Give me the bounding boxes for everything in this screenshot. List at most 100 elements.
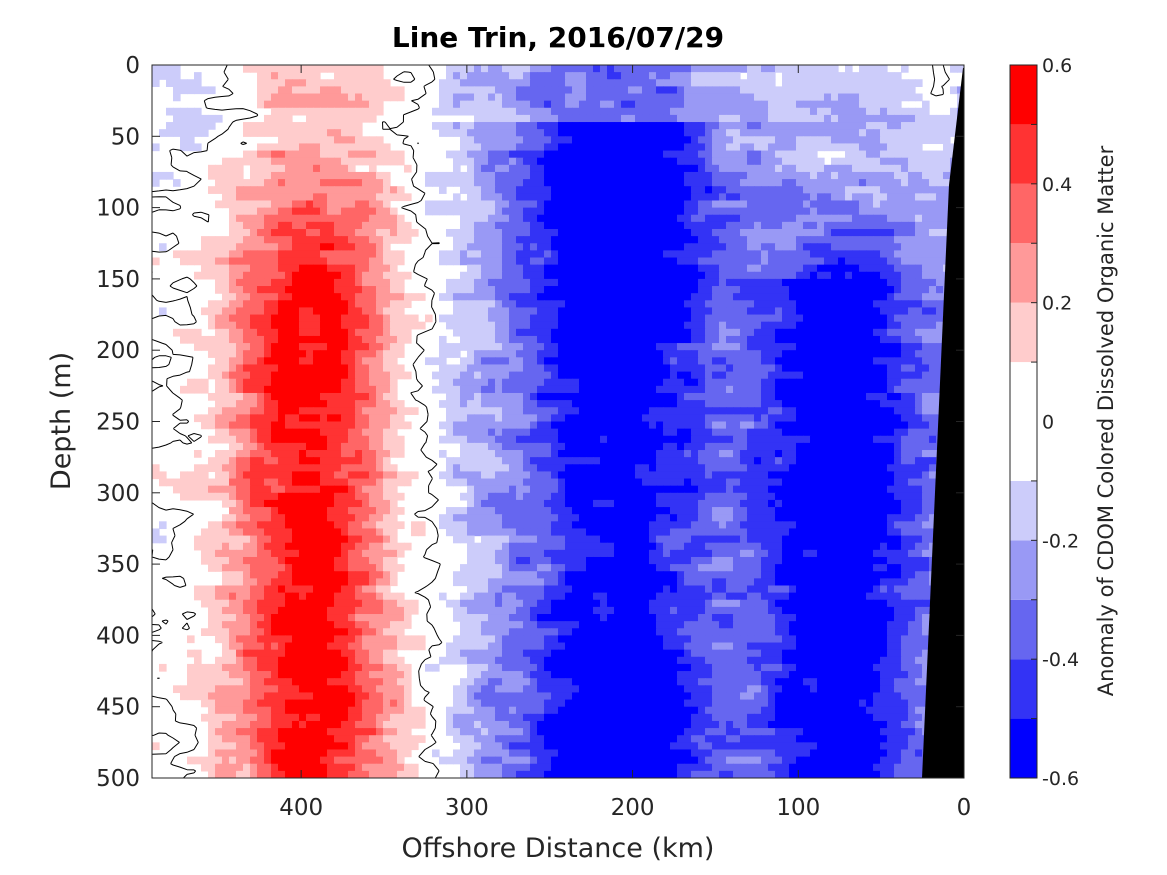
field-cell xyxy=(278,328,286,337)
field-cell xyxy=(285,129,293,137)
field-cell xyxy=(838,385,846,394)
field-cell xyxy=(733,264,741,273)
field-cell xyxy=(670,293,678,301)
field-cell xyxy=(747,385,755,394)
field-cell xyxy=(264,157,272,166)
field-cell xyxy=(341,364,349,373)
field-cell xyxy=(530,79,538,87)
field-cell xyxy=(831,114,839,123)
field-cell xyxy=(915,200,923,209)
field-cell xyxy=(614,228,622,237)
field-cell xyxy=(369,243,377,251)
field-cell xyxy=(264,72,272,80)
field-cell xyxy=(775,86,783,95)
field-cell xyxy=(740,293,748,301)
field-cell xyxy=(579,286,587,294)
field-cell xyxy=(901,250,909,259)
field-cell xyxy=(327,357,335,366)
field-cell xyxy=(607,407,615,415)
field-cell xyxy=(320,307,328,316)
field-cell xyxy=(845,143,853,152)
field-cell xyxy=(278,171,286,180)
field-cell xyxy=(691,107,699,116)
field-cell xyxy=(915,264,923,273)
field-cell xyxy=(880,314,888,323)
field-cell xyxy=(852,414,860,423)
field-cell xyxy=(453,150,461,159)
field-cell xyxy=(271,278,279,287)
field-cell xyxy=(299,257,307,266)
field-cell xyxy=(705,100,713,109)
field-cell xyxy=(901,79,909,87)
field-cell xyxy=(880,72,888,80)
field-cell xyxy=(271,107,279,116)
field-cell xyxy=(355,179,363,187)
field-cell xyxy=(201,236,209,244)
field-cell xyxy=(215,314,223,323)
field-cell xyxy=(817,236,825,244)
field-cell xyxy=(614,307,622,316)
field-cell xyxy=(481,271,489,280)
field-cell xyxy=(271,65,279,73)
field-cell xyxy=(544,164,552,173)
field-cell xyxy=(922,278,930,287)
field-cell xyxy=(488,150,496,159)
field-cell xyxy=(369,264,377,273)
field-cell xyxy=(586,157,594,166)
field-cell xyxy=(593,328,601,337)
field-cell xyxy=(887,93,895,102)
field-cell xyxy=(390,343,398,351)
field-cell xyxy=(565,350,573,358)
field-cell xyxy=(390,307,398,316)
field-cell xyxy=(663,86,671,95)
field-cell xyxy=(726,407,734,415)
field-cell xyxy=(586,278,594,287)
field-cell xyxy=(201,264,209,273)
field-cell xyxy=(355,321,363,330)
field-cell xyxy=(320,143,328,152)
field-cell xyxy=(621,228,629,237)
field-cell xyxy=(698,107,706,116)
field-cell xyxy=(859,407,867,415)
field-cell xyxy=(327,150,335,159)
field-cell xyxy=(691,250,699,259)
field-cell xyxy=(495,278,503,287)
field-cell xyxy=(726,264,734,273)
field-cell xyxy=(481,100,489,109)
field-cell xyxy=(257,193,265,202)
field-cell xyxy=(439,93,447,102)
field-cell xyxy=(880,400,888,408)
field-cell xyxy=(236,278,244,287)
field-cell xyxy=(292,357,300,366)
field-cell xyxy=(824,314,832,323)
field-cell xyxy=(551,164,559,173)
field-cell xyxy=(460,400,468,408)
field-cell xyxy=(271,378,279,387)
field-cell xyxy=(691,171,699,180)
field-cell xyxy=(754,228,762,237)
field-cell xyxy=(789,129,797,137)
field-cell xyxy=(320,350,328,358)
field-cell xyxy=(712,286,720,294)
field-cell xyxy=(859,378,867,387)
field-cell xyxy=(936,286,944,294)
field-cell xyxy=(873,257,881,266)
field-cell xyxy=(222,357,230,366)
field-cell xyxy=(901,179,909,187)
field-cell xyxy=(572,143,580,152)
field-cell xyxy=(271,214,279,223)
field-cell xyxy=(453,243,461,251)
field-cell xyxy=(467,371,475,380)
field-cell xyxy=(656,307,664,316)
field-cell xyxy=(243,243,251,251)
field-cell xyxy=(719,122,727,130)
field-cell xyxy=(929,407,937,415)
field-cell xyxy=(705,129,713,137)
field-cell xyxy=(313,407,321,415)
field-cell xyxy=(544,122,552,130)
field-cell xyxy=(243,421,251,430)
field-cell xyxy=(873,93,881,102)
field-cell xyxy=(509,314,517,323)
field-cell xyxy=(866,293,874,301)
field-cell xyxy=(334,335,342,344)
